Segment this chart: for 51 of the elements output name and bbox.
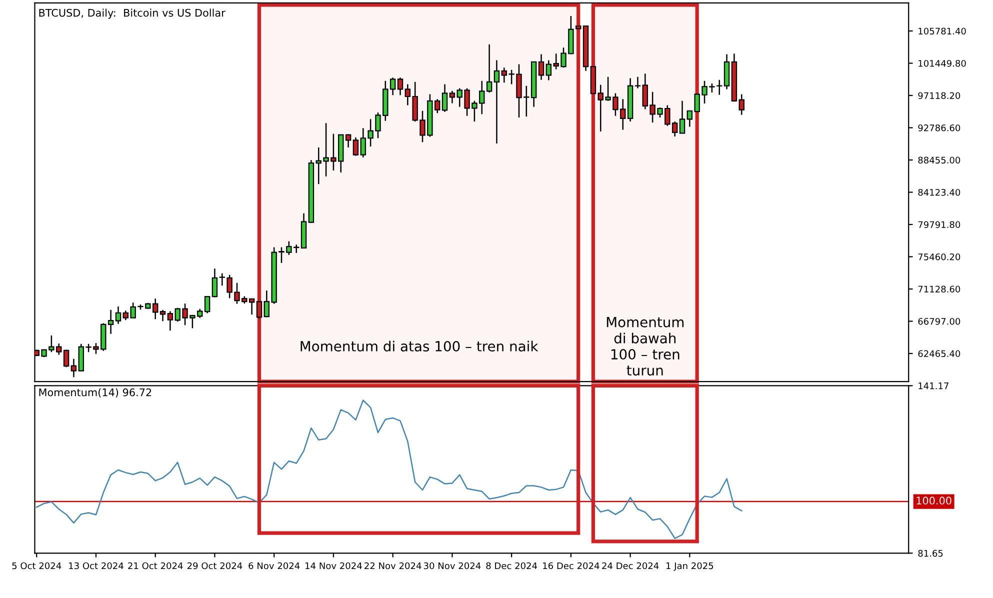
x-tick-label: 1 Jan 2025: [666, 562, 714, 571]
candlestick: [738, 94, 744, 116]
y-tick-label: 101449.80: [918, 60, 966, 67]
candlestick: [256, 300, 262, 319]
candlestick: [204, 296, 210, 314]
y-tick-label: 66797.00: [918, 318, 960, 325]
candlestick: [352, 136, 359, 156]
candlestick: [679, 100, 686, 134]
candlestick: [115, 306, 122, 325]
x-tick-label: 6 Nov 2024: [248, 562, 300, 570]
y-tick-label: 88455.00: [918, 156, 960, 164]
y-tick-label: 62465.40: [918, 350, 960, 358]
x-tick-label: 14 Nov 2024: [306, 562, 362, 570]
x-tick-label: 22 Nov 2024: [364, 562, 422, 570]
candlestick: [442, 84, 448, 112]
y-tick-label: 92786.60: [918, 124, 960, 132]
x-tick-label: 21 Oct 2024: [128, 562, 183, 570]
candlestick: [160, 309, 166, 322]
text: BTCUSD, Daily: Bitcoin vs US Dollar: [39, 8, 226, 19]
x-tick-label: 24 Dec 2024: [602, 562, 659, 570]
y-tick-label: 84123.40: [918, 188, 960, 196]
candlestick: [345, 134, 352, 148]
x-tick-label: 29 Oct 2024: [187, 562, 242, 570]
band-label: Momentum di bawah 100 – tren turun: [606, 317, 684, 376]
candlestick: [634, 76, 641, 89]
y-tick-label: 71128.60: [918, 286, 960, 293]
line-series: [36, 400, 742, 540]
candlestick: [63, 349, 70, 368]
candlestick: [167, 310, 174, 332]
x-tick-label: 13 Oct 2024: [69, 562, 124, 570]
x-tick-label: 8 Dec 2024: [486, 562, 538, 570]
y-tick-label: 97118.20: [918, 92, 960, 100]
x-tick-label: 5 Oct 2024: [12, 562, 62, 570]
x-tick-label: 16 Dec 2024: [543, 562, 600, 570]
candlestick: [70, 358, 77, 378]
candlestick: [486, 44, 492, 94]
y-tick-label: 141.17: [918, 382, 948, 390]
candlestick: [397, 76, 404, 96]
candlestick: [724, 54, 730, 90]
candlestick: [449, 90, 456, 104]
y-tick-label: 79791.80: [918, 221, 960, 228]
x-tick-label: 30 Nov 2024: [424, 562, 481, 570]
y-tick-label: 81.65: [918, 550, 943, 557]
candlestick: [538, 54, 544, 81]
band-label: Momentum di atas 100 – tren naik: [300, 340, 538, 352]
ref-line-label: 100.00: [916, 496, 952, 505]
y-tick-label: 105781.40: [918, 28, 966, 35]
chart-title: Momentum(14) 96.72: [39, 388, 152, 398]
candlestick: [212, 268, 218, 298]
y-tick-label: 75460.20: [918, 253, 960, 260]
candlestick: [494, 60, 500, 144]
